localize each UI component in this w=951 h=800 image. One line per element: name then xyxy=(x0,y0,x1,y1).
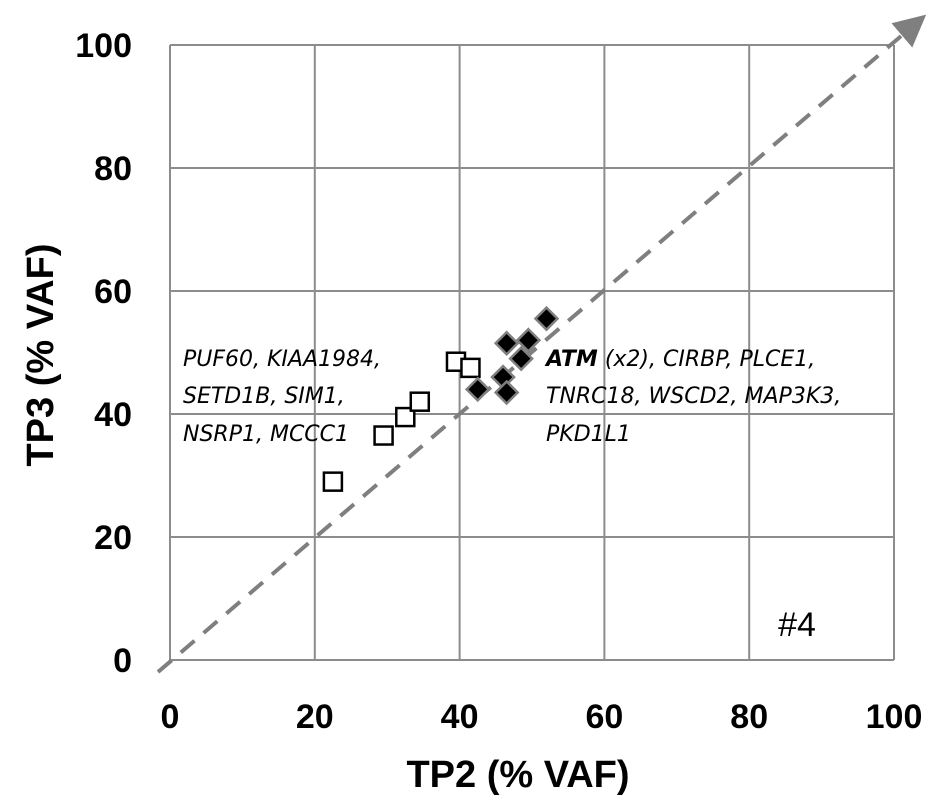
y-tick-label: 40 xyxy=(94,396,132,434)
identity-line xyxy=(156,14,927,674)
left-annotation-line: PUF60, KIAA1984, xyxy=(183,347,381,372)
open-square-marker xyxy=(409,391,431,412)
y-axis-title: TP3 (% VAF) xyxy=(20,243,62,466)
x-tick-label: 60 xyxy=(585,698,623,736)
data-points xyxy=(322,305,560,492)
y-tick-label: 0 xyxy=(113,642,132,680)
x-tick-label: 80 xyxy=(730,698,768,736)
x-axis-title: TP2 (% VAF) xyxy=(406,754,629,796)
diagonal-dashed-line xyxy=(156,14,927,674)
atm-gene-label: ATM xyxy=(544,347,598,372)
open-square-marker xyxy=(322,471,344,492)
y-tick-label: 20 xyxy=(94,519,132,557)
right-gene-annotation: ATM (x2), CIRBP, PLCE1, TNRC18, WSCD2, M… xyxy=(544,347,841,447)
filled-diamond-marker xyxy=(493,330,520,357)
open-square-marker xyxy=(373,425,394,446)
right-annotation-line-rest: (x2), CIRBP, PLCE1, xyxy=(598,347,815,372)
right-annotation-line: ATM (x2), CIRBP, PLCE1, xyxy=(544,347,815,372)
filled-diamond-marker xyxy=(464,376,491,403)
right-annotation-line: TNRC18, WSCD2, MAP3K3, xyxy=(546,384,841,409)
filled-diamond-marker xyxy=(533,305,560,332)
right-annotation-line: PKD1L1 xyxy=(546,422,631,447)
filled-diamond-marker xyxy=(493,379,520,406)
y-tick-label: 60 xyxy=(94,273,132,311)
open-square-marker xyxy=(460,357,481,379)
x-tick-label: 0 xyxy=(161,698,180,736)
panel-label: #4 xyxy=(778,606,816,644)
y-axis-ticks: 0 20 40 60 80 100 xyxy=(75,27,132,680)
open-square-marker xyxy=(395,406,416,428)
filled-diamond-marker xyxy=(508,345,534,372)
x-tick-label: 100 xyxy=(866,698,923,736)
x-axis-ticks: 0 20 40 60 80 100 xyxy=(161,698,923,736)
x-tick-label: 40 xyxy=(441,698,479,736)
left-annotation-line: NSRP1, MCCC1 xyxy=(183,422,349,447)
y-tick-label: 100 xyxy=(75,27,132,65)
left-gene-annotation: PUF60, KIAA1984, SETD1B, SIM1, NSRP1, MC… xyxy=(183,347,381,447)
filled-diamond-marker xyxy=(515,327,542,353)
x-tick-label: 20 xyxy=(296,698,334,736)
y-tick-label: 80 xyxy=(94,150,132,188)
left-annotation-line: SETD1B, SIM1, xyxy=(183,384,345,409)
